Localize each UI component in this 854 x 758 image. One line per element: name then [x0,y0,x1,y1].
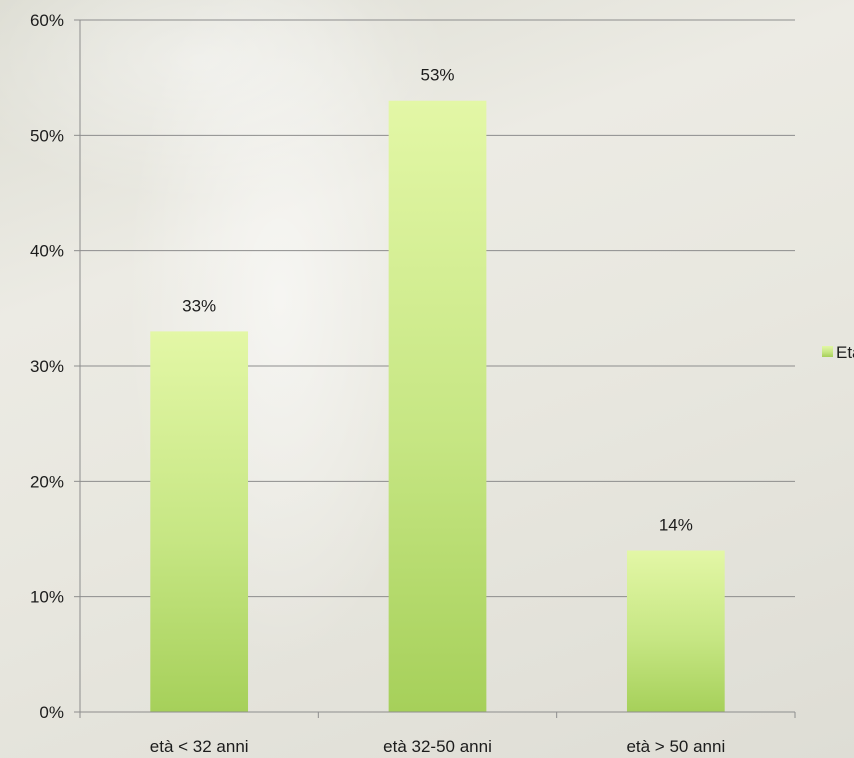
y-tick-label: 30% [30,357,64,376]
data-label: 53% [420,66,454,85]
y-tick-label: 0% [39,703,64,722]
legend: Età [822,343,854,362]
legend-swatch [822,346,833,357]
x-category-label: età 32-50 anni [383,737,492,756]
data-label: 14% [659,516,693,535]
y-tick-label: 20% [30,472,64,491]
x-category-label: età > 50 anni [626,737,725,756]
y-tick-label: 40% [30,242,64,261]
y-tick-label: 60% [30,11,64,30]
y-tick-label: 10% [30,588,64,607]
labels: 0% 10% 20% 30% 40% 50% 60% 33% età < 32 anni 53% e… [30,11,725,756]
legend-label: Età [836,343,854,362]
y-tick-label: 50% [30,126,64,145]
x-category-label: età < 32 anni [150,737,249,756]
bar [626,550,725,712]
bars [150,100,725,712]
bar [388,100,487,712]
bar [150,331,249,712]
axes [74,19,796,718]
data-label: 33% [182,296,216,315]
